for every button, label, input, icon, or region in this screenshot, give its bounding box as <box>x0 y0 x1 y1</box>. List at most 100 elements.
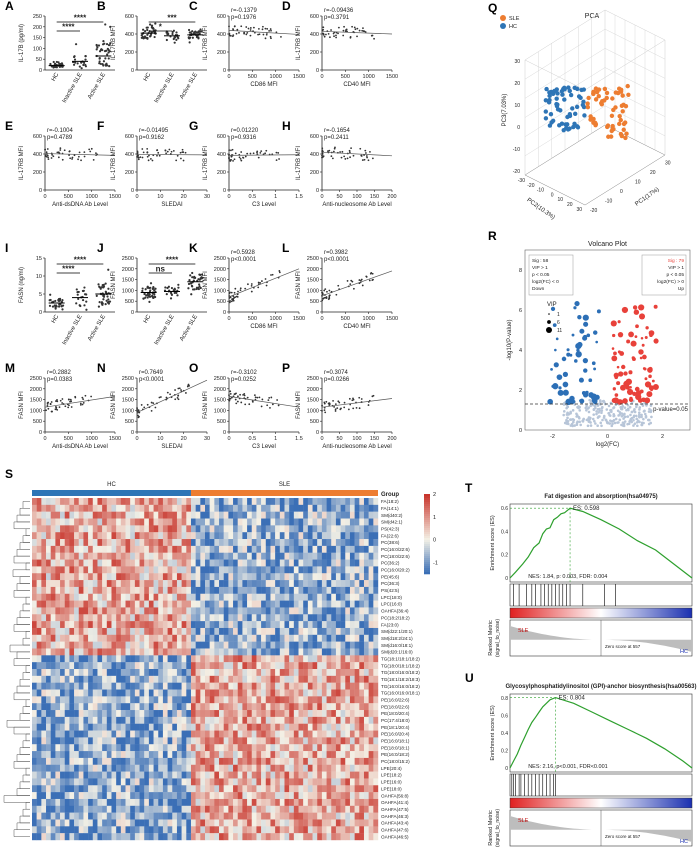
data-point <box>240 159 243 162</box>
data-point-sle <box>621 127 626 132</box>
data-point <box>177 286 180 289</box>
heat-cell <box>214 730 220 738</box>
data-point-ns <box>632 424 635 427</box>
data-point <box>247 27 250 30</box>
heat-cell <box>265 511 271 519</box>
heat-cell <box>32 511 37 519</box>
data-point <box>361 159 364 161</box>
data-point-ns <box>627 408 630 412</box>
heat-cell <box>303 764 309 772</box>
heat-cell <box>284 552 290 560</box>
heat-cell <box>331 593 337 601</box>
y-tick-label: 1000 <box>214 408 226 414</box>
heat-cell <box>69 545 75 553</box>
heat-cell <box>111 723 117 731</box>
heat-cell <box>359 559 365 567</box>
data-point <box>44 148 46 151</box>
data-point <box>149 282 153 285</box>
heat-cell <box>219 525 224 533</box>
heat-cell <box>186 662 192 670</box>
data-point-down <box>581 391 586 396</box>
heat-cell <box>354 669 360 677</box>
heat-cell <box>284 648 290 656</box>
heat-cell <box>158 593 164 601</box>
heat-cell <box>120 498 126 506</box>
data-point <box>143 30 147 33</box>
data-point <box>101 43 105 46</box>
heat-cell <box>162 757 168 765</box>
heat-cell <box>284 757 290 765</box>
heat-cell <box>363 641 369 649</box>
y-tick-label: 2500 <box>307 376 319 382</box>
heat-cell <box>172 545 178 553</box>
data-point <box>249 152 252 155</box>
heat-cell <box>275 559 281 567</box>
heat-cell <box>111 757 117 765</box>
heat-cell <box>326 737 332 745</box>
heat-cell <box>237 545 243 553</box>
heat-cell <box>275 552 281 560</box>
heat-cell <box>125 573 131 581</box>
heat-cell <box>251 730 257 738</box>
heat-cell <box>219 552 224 560</box>
data-point <box>342 29 345 32</box>
row-label: PC(18:0/22:6) <box>381 554 410 559</box>
x-axis-label: C3 Level <box>252 202 276 208</box>
data-point-up <box>625 378 633 385</box>
heat-cell <box>55 627 61 635</box>
heat-cell <box>116 532 122 540</box>
y-tick-label: 400 <box>217 152 226 158</box>
correlation-r: r=0.5928 <box>231 250 256 256</box>
heat-cell <box>219 621 224 629</box>
heat-cell <box>172 566 178 574</box>
data-point <box>46 154 49 157</box>
heat-cell <box>251 710 257 718</box>
heat-cell <box>368 627 374 635</box>
data-point-hc <box>554 103 560 109</box>
heat-cell <box>293 552 299 560</box>
heat-cell <box>32 710 37 718</box>
heat-cell <box>321 723 327 731</box>
heat-cell <box>261 751 266 759</box>
heat-cell <box>335 682 341 690</box>
x-axis-label: CD86 MFI <box>250 324 278 330</box>
heat-cell <box>233 641 238 649</box>
heat-cell <box>307 703 313 711</box>
heat-cell <box>88 751 93 759</box>
y-tick-label: 2000 <box>30 387 42 393</box>
heat-cell <box>340 757 346 765</box>
data-point <box>149 34 152 37</box>
heat-cell <box>158 696 164 704</box>
data-point <box>265 284 268 287</box>
heat-cell <box>317 648 323 656</box>
correlation-r: r=0.7649 <box>139 370 164 376</box>
heat-cell <box>298 532 304 540</box>
heat-cell <box>120 682 126 690</box>
heat-cell <box>36 764 42 772</box>
heat-cell <box>233 511 238 519</box>
heat-cell <box>307 751 313 759</box>
heat-cell <box>32 648 37 656</box>
heat-cell <box>307 716 313 724</box>
heat-cell <box>120 627 126 635</box>
heat-cell <box>209 669 215 677</box>
heat-cell <box>223 511 229 519</box>
heat-cell <box>233 751 238 759</box>
heat-cell <box>335 757 341 765</box>
heat-cell <box>349 634 355 642</box>
heat-cell <box>317 586 323 594</box>
heat-cell <box>326 559 332 567</box>
y-tick-label: 0 <box>39 430 42 436</box>
heat-cell <box>144 552 150 560</box>
category-label: Inactive SLE <box>62 72 84 104</box>
heat-cell <box>153 723 159 731</box>
data-point <box>246 31 249 34</box>
heat-cell <box>148 539 154 547</box>
heat-cell <box>251 723 257 731</box>
heat-cell <box>223 552 229 560</box>
heat-cell <box>186 764 192 772</box>
heat-cell <box>209 600 215 608</box>
heat-cell <box>270 498 276 506</box>
heat-cell <box>205 627 210 635</box>
vip-legend-label: 1 <box>557 312 560 318</box>
